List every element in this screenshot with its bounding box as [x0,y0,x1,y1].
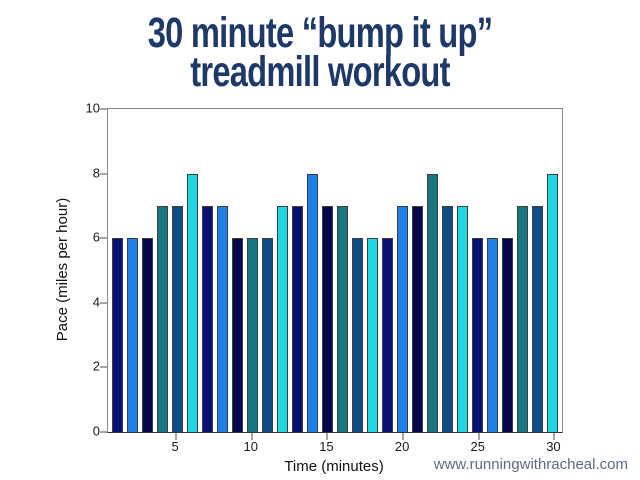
x-tick-label: 15 [319,439,334,454]
bar-minute-26 [487,238,498,432]
bar-minute-24 [457,205,468,432]
bar-minute-16 [337,205,348,432]
bar-minute-20 [397,205,408,432]
bar-minute-30 [547,173,558,432]
y-tick-label: 6 [92,229,100,245]
chart-title-line2: treadmill workout [190,47,450,96]
x-tick-label: 30 [546,439,561,454]
bar-minute-10 [247,238,258,432]
x-tick-mark [251,433,253,440]
bar-minute-27 [502,238,513,432]
bar-minute-13 [292,205,303,432]
bar-minute-29 [532,205,543,432]
x-tick-mark [402,433,404,440]
x-tick-mark [326,433,328,440]
x-tick-mark [175,433,177,440]
y-tick-mark [100,431,107,433]
bar-minute-14 [307,173,318,432]
x-tick-labels: 5 10 15 20 25 30 [107,439,561,455]
y-tick-labels: 0 2 4 6 8 10 [72,101,100,439]
chart-title: 30 minute “bump it up” treadmill workout [77,9,563,96]
y-axis-label: Pace (miles per hour) [54,197,72,342]
x-tick-mark [553,433,555,440]
x-tick-label: 25 [470,439,485,454]
bar-minute-23 [442,205,453,432]
x-tick-label: 20 [394,439,410,454]
watermark-url: www.runningwithracheal.com [433,456,628,473]
bar-minute-22 [427,173,438,432]
bar-minute-1 [112,238,123,432]
bar-minute-15 [322,205,333,432]
bar-minute-3 [142,238,153,432]
bar-minute-21 [412,205,423,432]
y-tick-label: 10 [85,100,100,116]
bar-minute-19 [382,238,393,432]
y-axis-label-wrap: Pace (miles per hour) [54,108,72,431]
x-axis-label: Time (minutes) [284,458,384,475]
x-tick-mark [478,433,480,440]
bar-minute-6 [187,173,198,432]
y-tick-mark [100,173,107,175]
x-tick-label: 5 [171,439,179,454]
bar-minute-4 [157,205,168,432]
bar-minute-7 [202,205,213,432]
bar-minute-28 [517,205,528,432]
bar-minute-12 [277,205,288,432]
y-tick-label: 0 [92,423,100,439]
bar-minute-9 [232,238,243,432]
bar-minute-2 [127,238,138,432]
plot-area [100,108,563,440]
bar-minute-5 [172,205,183,432]
y-tick-mark [100,237,107,239]
y-tick-label: 8 [92,165,100,181]
bars-container [108,109,562,432]
bar-minute-17 [352,238,363,432]
y-tick-mark [100,366,107,368]
y-tick-label: 4 [92,294,100,310]
y-tick-label: 2 [92,358,100,374]
bar-minute-25 [472,238,483,432]
bar-minute-18 [367,238,378,432]
chart-title-line1: 30 minute “bump it up” [147,9,493,57]
x-tick-label: 10 [243,439,258,454]
y-tick-mark [100,108,107,110]
y-tick-mark [100,302,107,304]
bar-minute-8 [217,205,228,432]
bar-minute-11 [262,238,273,432]
